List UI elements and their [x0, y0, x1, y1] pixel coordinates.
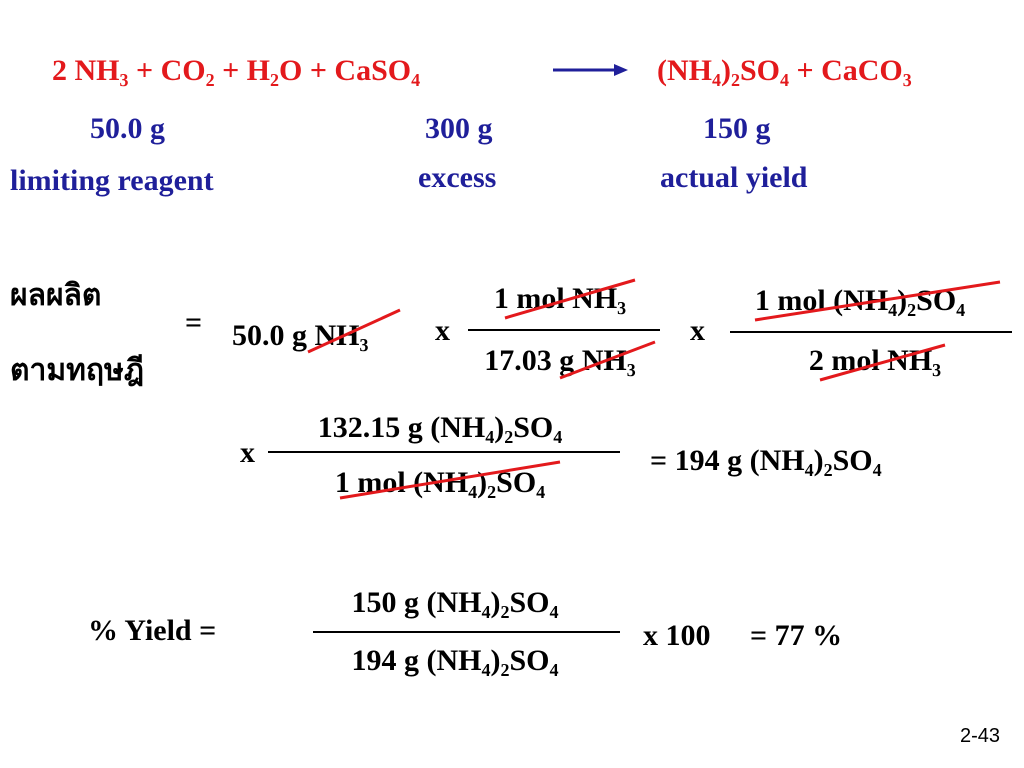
cancel-line: [559, 340, 656, 380]
cancel-line: [504, 278, 636, 320]
numerator: 150 g (NH₄)₂SO₄: [352, 586, 559, 619]
arrow-head: [614, 64, 628, 76]
label: % Yield =: [88, 614, 216, 647]
mass: 50.0 g: [90, 112, 165, 145]
denominator: 17.03 g NH₃: [484, 344, 636, 377]
denominator: 2 mol NH₃: [809, 344, 941, 377]
times: x: [690, 314, 705, 347]
times: x: [240, 436, 255, 469]
term: 50.0 g NH₃: [232, 319, 369, 352]
times: x 100: [643, 619, 711, 652]
mass: 150 g: [703, 112, 771, 145]
label: ตามทฤษฎี: [10, 354, 144, 387]
label: ผลผลิต: [10, 279, 101, 312]
role: actual yield: [660, 161, 808, 194]
numerator: 132.15 g (NH₄)₂SO₄: [318, 411, 562, 444]
result: = 194 g (NH₄)₂SO₄: [650, 444, 882, 477]
products: (NH₄)₂SO₄ + CaCO₃: [657, 54, 912, 87]
result: = 77 %: [750, 619, 842, 652]
role: excess: [418, 161, 496, 194]
times: x: [435, 314, 450, 347]
reactants: 2 NH₃ + CO₂ + H₂O + CaSO₄: [52, 54, 420, 87]
slide-number: 2-43: [960, 725, 1000, 747]
cancel-line: [339, 460, 561, 500]
role: limiting reagent: [10, 164, 214, 197]
numerator: 1 mol (NH₄)₂SO₄: [755, 284, 965, 317]
cancel-line: [819, 343, 946, 382]
equals: =: [185, 306, 202, 339]
cancel-line: [307, 308, 401, 354]
denominator: 194 g (NH₄)₂SO₄: [352, 644, 559, 677]
cancel-line: [754, 280, 1001, 322]
mass: 300 g: [425, 112, 493, 145]
